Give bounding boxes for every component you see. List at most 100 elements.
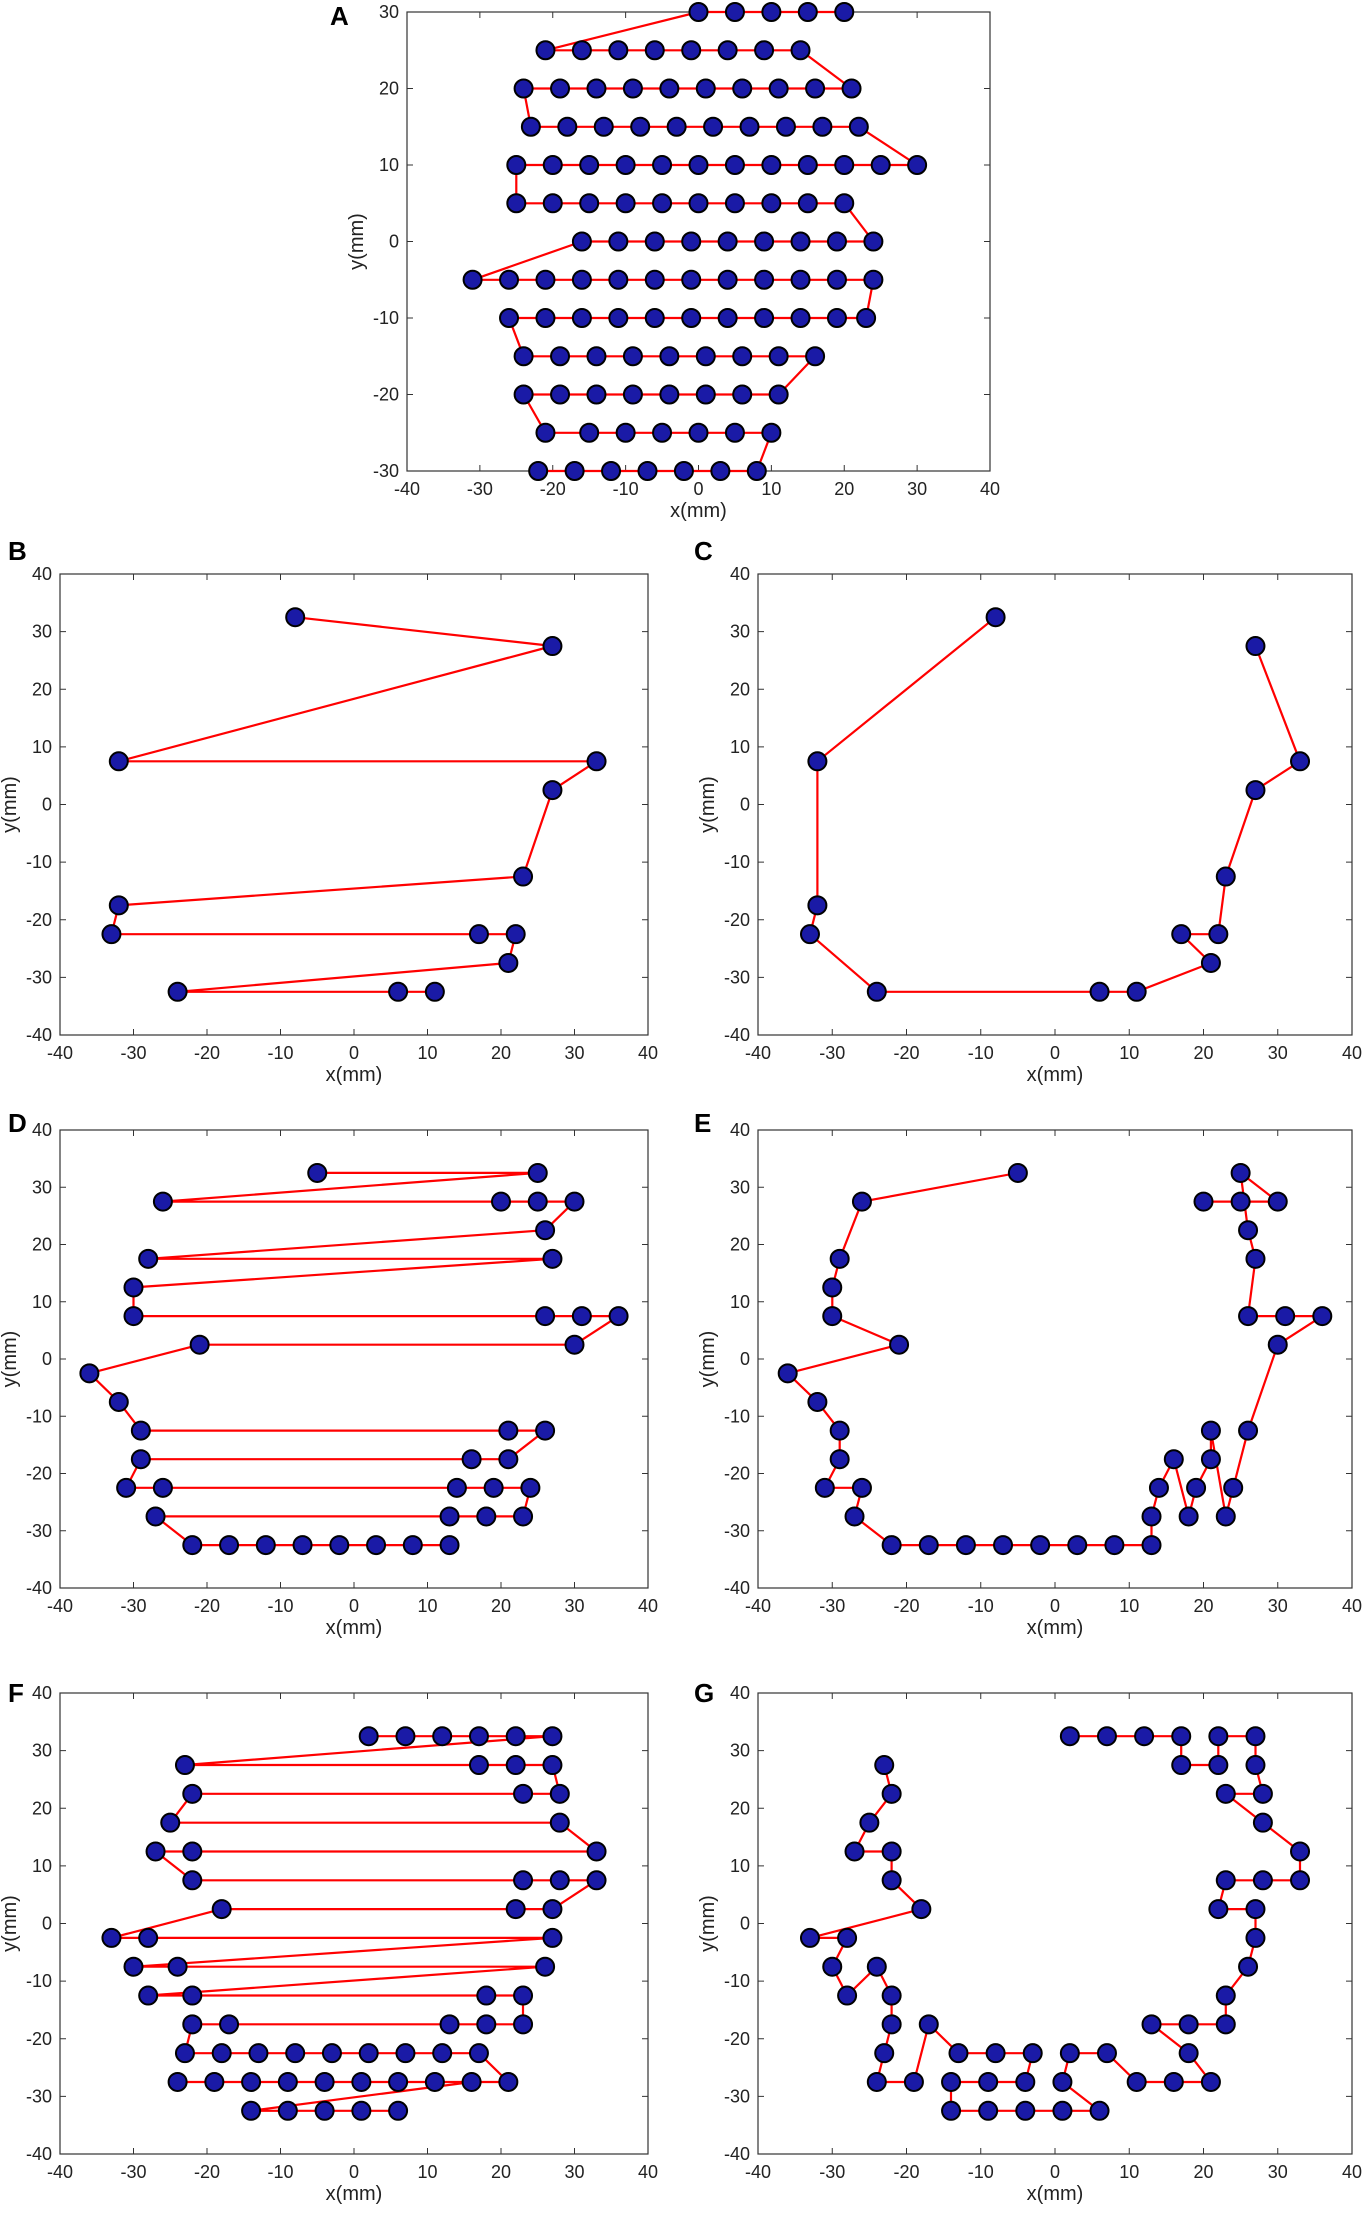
data-point	[724, 422, 745, 443]
data-point	[881, 2014, 902, 2035]
data-point	[1238, 1420, 1259, 1441]
data-point	[601, 461, 622, 481]
data-point	[903, 2071, 924, 2092]
data-point	[432, 2043, 453, 2064]
panel-f: -40 -30 -20 -10 0 10 20 30 40 -40 -30 -20 -10 0 10 20 30…	[0, 1678, 658, 2205]
data-point	[395, 1726, 416, 1747]
data-point	[468, 1726, 489, 1747]
data-point	[167, 1956, 188, 1977]
data-point	[790, 308, 811, 328]
data-point	[498, 1449, 519, 1470]
x-axis-label: x(mm)	[1027, 2183, 1084, 2205]
y-tick-label: -10	[724, 1971, 750, 1991]
data-point	[535, 1306, 556, 1327]
data-point	[777, 1363, 798, 1384]
data-point	[1208, 1899, 1229, 1920]
data-point	[837, 1927, 858, 1948]
y-axis-label: y(mm)	[0, 776, 21, 833]
data-point	[145, 1841, 166, 1862]
data-point	[241, 2071, 262, 2092]
data-point	[1163, 2071, 1184, 2092]
data-point	[542, 780, 563, 801]
x-axis-label: x(mm)	[670, 500, 727, 522]
x-tick-label: -30	[120, 2162, 146, 2182]
x-axis-label: x(mm)	[326, 1064, 383, 1086]
data-point	[130, 1420, 151, 1441]
data-point	[314, 2071, 335, 2092]
y-axis-label: y(mm)	[697, 776, 719, 833]
data-point	[1208, 1726, 1229, 1747]
data-point	[1200, 1449, 1221, 1470]
data-point	[941, 2100, 962, 2121]
data-point	[108, 895, 129, 916]
data-point	[866, 1956, 887, 1977]
data-point	[1252, 1783, 1273, 1804]
data-point	[535, 308, 556, 328]
x-tick-label: 10	[1119, 1043, 1139, 1063]
data-point	[889, 1334, 910, 1355]
data-point	[1215, 1985, 1236, 2006]
data-point	[652, 193, 673, 214]
data-point	[1245, 1755, 1266, 1776]
data-point	[542, 1927, 563, 1948]
data-point	[724, 193, 745, 214]
data-point	[881, 1535, 902, 1556]
x-tick-label: -40	[47, 2162, 73, 2182]
data-point	[1186, 1477, 1207, 1498]
data-point	[1171, 1755, 1192, 1776]
data-point	[608, 269, 629, 290]
data-point	[1290, 1841, 1311, 1862]
data-point	[1245, 780, 1266, 801]
y-tick-label: -20	[724, 1464, 750, 1484]
data-point	[1067, 1535, 1088, 1556]
data-point	[1290, 751, 1311, 772]
y-axis-label: y(mm)	[0, 1895, 21, 1952]
panel-letter: D	[8, 1108, 27, 1138]
data-point	[732, 78, 753, 99]
data-point	[358, 2043, 379, 2064]
data-point	[1245, 1726, 1266, 1747]
data-point	[775, 116, 796, 137]
data-point	[1230, 1162, 1251, 1183]
data-point	[881, 1783, 902, 1804]
x-tick-label: -30	[120, 1596, 146, 1616]
y-tick-label: -20	[26, 1464, 52, 1484]
x-tick-label: 30	[1268, 1043, 1288, 1063]
data-point	[123, 1956, 144, 1977]
path-line	[110, 616, 598, 993]
x-tick-label: -40	[47, 1043, 73, 1063]
data-point	[586, 1870, 607, 1891]
data-point	[985, 2043, 1006, 2064]
data-point	[491, 1191, 511, 1212]
y-tick-label: 20	[379, 79, 399, 99]
x-tick-label: 20	[1193, 1596, 1213, 1616]
data-point	[717, 269, 738, 290]
data-point	[681, 231, 702, 252]
data-point	[826, 269, 847, 290]
data-point	[918, 1535, 939, 1556]
y-tick-label: -10	[26, 1406, 52, 1426]
data-point	[1148, 1477, 1169, 1498]
data-point	[948, 2043, 969, 2064]
data-point	[513, 1870, 534, 1891]
data-point	[826, 308, 847, 328]
data-point	[1223, 1477, 1244, 1498]
data-point	[681, 308, 702, 328]
data-point	[724, 2, 745, 22]
data-point	[1015, 2071, 1036, 2092]
data-point	[593, 116, 614, 137]
data-point	[1215, 1870, 1236, 1891]
data-point	[1178, 1506, 1199, 1527]
data-point	[255, 1535, 276, 1556]
data-point	[1163, 1449, 1184, 1470]
data-point	[571, 231, 592, 252]
data-point	[130, 1449, 151, 1470]
data-point	[1141, 2014, 1162, 2035]
data-point	[1193, 1191, 1214, 1212]
y-axis-label: y(mm)	[697, 1331, 719, 1388]
y-tick-label: -10	[373, 308, 399, 328]
data-point	[1171, 924, 1192, 945]
data-point	[182, 1870, 203, 1891]
data-point	[542, 1726, 563, 1747]
data-point	[520, 116, 541, 137]
